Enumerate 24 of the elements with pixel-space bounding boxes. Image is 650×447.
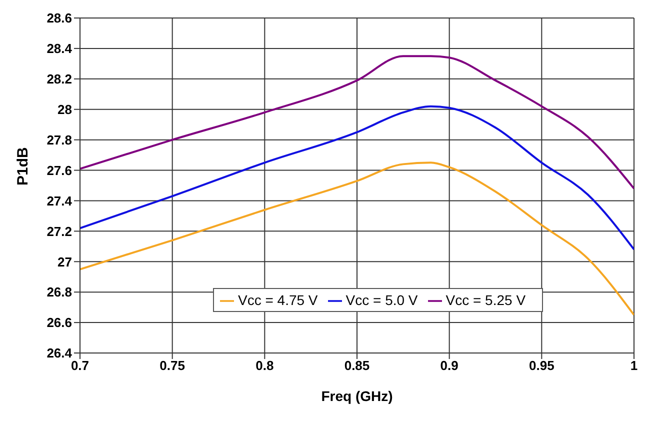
- x-tick-label: 0.95: [529, 358, 554, 374]
- x-axis-title: Freq (GHz): [321, 388, 393, 404]
- y-tick-label: 27.6: [46, 162, 72, 178]
- legend-label: Vcc = 4.75 V: [238, 292, 318, 308]
- x-tick-label: 1: [630, 358, 638, 374]
- y-tick-label: 28.2: [46, 72, 72, 87]
- y-axis-title: P1dB: [14, 146, 32, 186]
- y-tick-label: 27: [58, 254, 72, 270]
- y-tick-label: 28.6: [46, 10, 72, 26]
- y-tick-label: 28: [58, 102, 72, 117]
- legend-label: Vcc = 5.25 V: [446, 292, 526, 308]
- y-tick-label: 26.6: [46, 315, 72, 330]
- y-tick-label: 28.4: [46, 41, 73, 56]
- y-tick-label: 27.8: [46, 132, 72, 148]
- y-tick-label: 26.4: [46, 346, 73, 361]
- x-tick-label: 0.8: [256, 358, 274, 374]
- x-tick-label: 0.9: [440, 358, 458, 374]
- legend-label: Vcc = 5.0 V: [346, 292, 418, 308]
- y-tick-label: 26.8: [46, 284, 72, 300]
- x-tick-label: 0.85: [344, 358, 370, 374]
- x-tick-label: 0.75: [160, 358, 185, 374]
- x-tick-label: 0.7: [70, 358, 90, 374]
- y-tick-label: 27.2: [46, 224, 72, 239]
- y-tick-label: 27.4: [46, 193, 73, 208]
